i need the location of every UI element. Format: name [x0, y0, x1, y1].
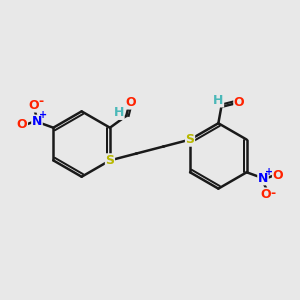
- Text: O: O: [234, 96, 244, 109]
- Text: O: O: [261, 188, 271, 201]
- Text: O: O: [17, 118, 27, 131]
- Text: S: S: [185, 133, 194, 146]
- Text: O: O: [125, 96, 136, 109]
- Text: +: +: [40, 110, 48, 120]
- Text: O: O: [29, 99, 39, 112]
- Text: N: N: [258, 172, 268, 185]
- Text: -: -: [38, 95, 43, 108]
- Text: -: -: [270, 187, 275, 200]
- Text: S: S: [106, 154, 115, 167]
- Text: N: N: [32, 115, 42, 128]
- Text: H: H: [213, 94, 224, 107]
- Text: H: H: [114, 106, 124, 119]
- Text: +: +: [266, 167, 274, 177]
- Text: O: O: [273, 169, 283, 182]
